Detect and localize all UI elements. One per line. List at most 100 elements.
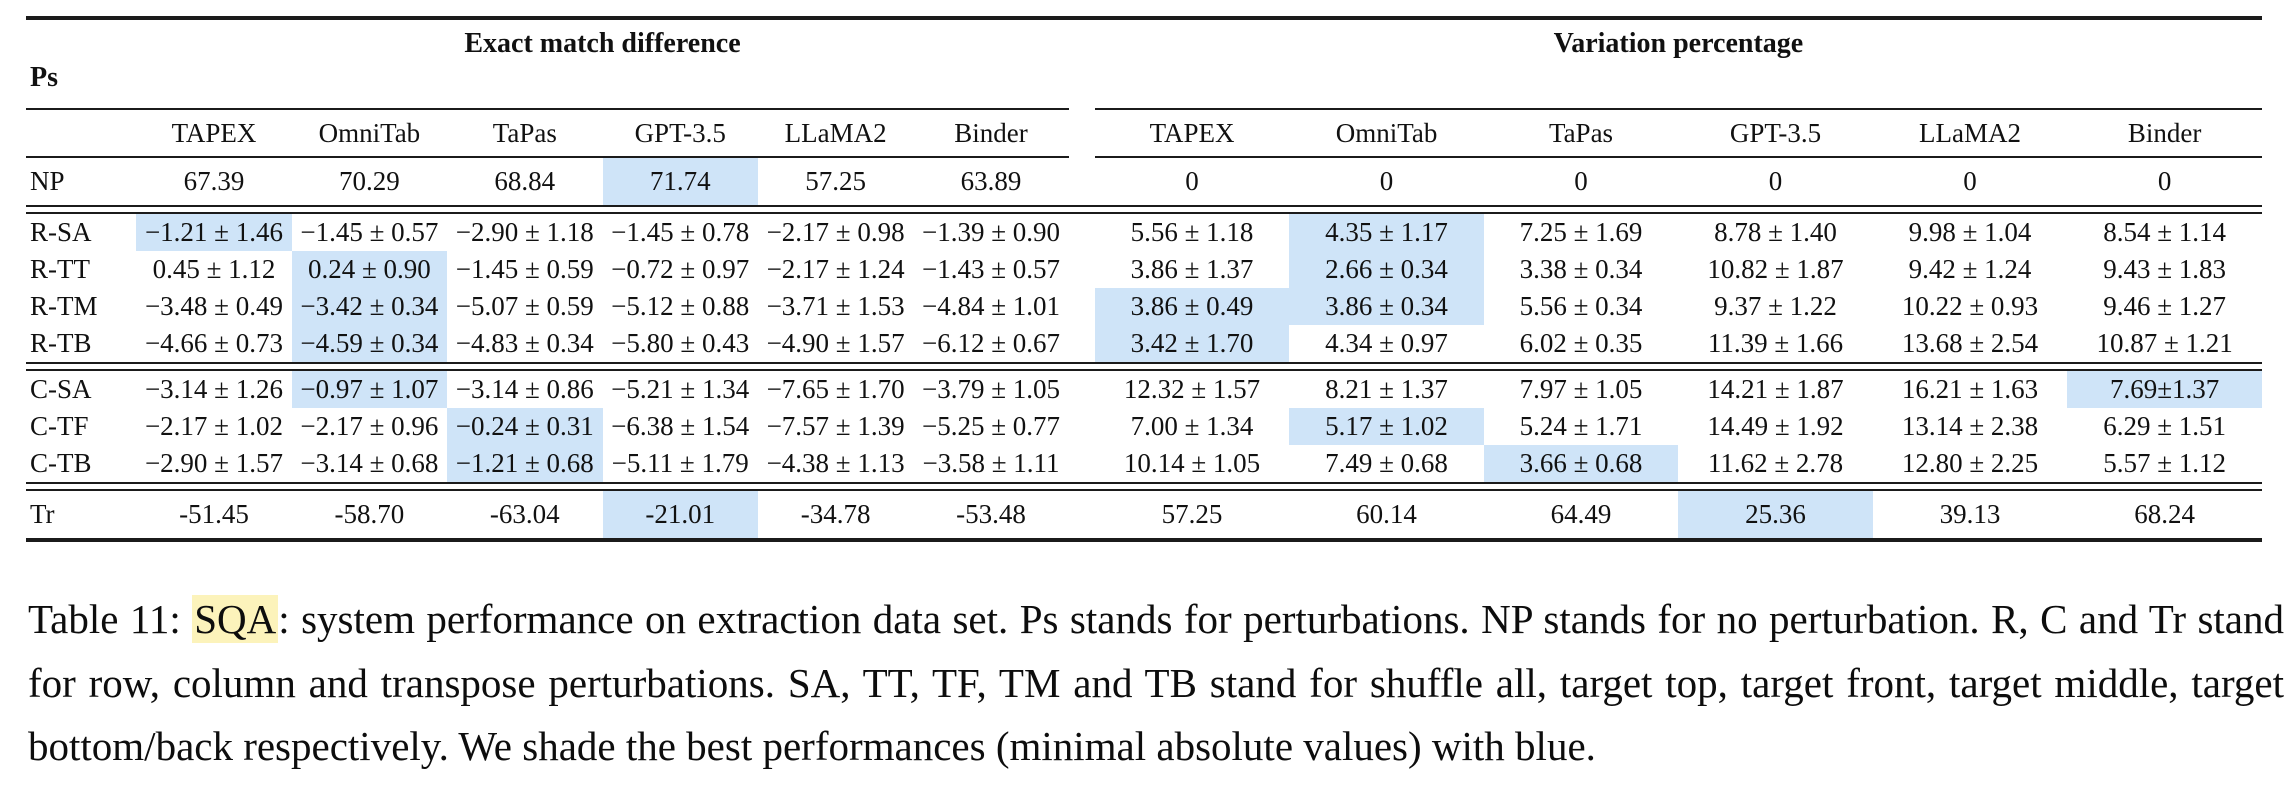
vp-cell-Tr-LLaMA2: 39.13 xyxy=(1939,499,2001,529)
column-header-emd-Binder: Binder xyxy=(913,109,1069,158)
column-gap xyxy=(1069,157,1095,206)
caption-body: : system performance on extraction data … xyxy=(28,596,2285,770)
table-caption: Table 11: SQA: system performance on ext… xyxy=(26,588,2286,779)
emd-cell-C-SA-Binder: −3.79 ± 1.05 xyxy=(921,374,1061,404)
emd-cell-R-TT-LLaMA2: −2.17 ± 1.24 xyxy=(766,254,905,284)
vp-cell-C-TF-Binder: 6.29 ± 1.51 xyxy=(2103,411,2227,441)
emd-cell-C-TB-Binder: −3.58 ± 1.11 xyxy=(922,448,1060,478)
emd-cell-R-TB-TaPas: −4.83 ± 0.34 xyxy=(455,328,594,358)
emd-cell-NP-GPT-3.5: 71.74 xyxy=(602,157,758,206)
section-divider-line xyxy=(26,362,2262,371)
vp-cell-C-TB-TAPEX: 10.14 ± 1.05 xyxy=(1123,448,1261,478)
group-header-row: Ps Exact match difference Variation perc… xyxy=(26,18,2262,110)
emd-cell-R-TM-TAPEX: −3.48 ± 0.49 xyxy=(144,291,283,321)
column-header-emd-LLaMA2: LLaMA2 xyxy=(757,109,914,158)
emd-cell-C-TF-TAPEX: −2.17 ± 1.02 xyxy=(144,411,283,441)
emd-cell-R-SA-GPT-3.5: −1.45 ± 0.78 xyxy=(611,217,750,247)
vp-cell-C-TF-GPT-3.5: 14.49 ± 1.92 xyxy=(1707,411,1844,441)
emd-cell-Tr-OmniTab: -58.70 xyxy=(334,499,405,529)
table-row-NP: NP 67.39 70.29 68.84 71.74 57.25 63.89 0 0 0 0 0 0 xyxy=(26,157,2262,206)
caption-prefix: Table 11: xyxy=(28,596,193,642)
column-gap xyxy=(1069,213,1095,251)
emd-cell-C-TB-LLaMA2: −4.38 ± 1.13 xyxy=(766,448,905,478)
emd-cell-R-TT-OmniTab: 0.24 ± 0.90 xyxy=(291,251,448,288)
table-row-C-TF: C-TF −2.17 ± 1.02 −2.17 ± 0.96 −0.24 ± 0.31… xyxy=(26,408,2262,445)
emd-cell-R-TM-Binder: −4.84 ± 1.01 xyxy=(921,291,1061,321)
vp-cell-R-TT-OmniTab: 2.66 ± 0.34 xyxy=(1289,251,1484,288)
column-header-vp-LLaMA2: LLaMA2 xyxy=(1872,109,2068,158)
vp-cell-C-SA-TaPas: 7.97 ± 1.05 xyxy=(1519,374,1643,404)
vp-cell-R-SA-TaPas: 7.25 ± 1.69 xyxy=(1519,217,1643,247)
systems-header-row: TAPEX OmniTab TaPas GPT-3.5 LLaMA2 Binder TAPE… xyxy=(26,109,2262,158)
results-table: Ps Exact match difference Variation perc… xyxy=(26,16,2262,542)
column-header-vp-TAPEX: TAPEX xyxy=(1094,109,1290,158)
ps-header: Ps xyxy=(26,18,137,110)
emd-cell-Tr-TaPas: -63.04 xyxy=(489,499,560,529)
column-header-vp-GPT-3.5: GPT-3.5 xyxy=(1678,109,1873,158)
table-row-R-SA: R-SA −1.21 ± 1.46 −1.45 ± 0.57 −2.90 ± 1.18… xyxy=(26,213,2262,251)
column-gap xyxy=(1069,325,1095,363)
emd-cell-C-SA-TaPas: −3.14 ± 0.86 xyxy=(455,374,594,404)
emd-cell-R-TT-Binder: −1.43 ± 0.57 xyxy=(921,254,1061,284)
vp-cell-C-SA-Binder: 7.69±1.37 xyxy=(2067,370,2262,408)
emd-cell-C-SA-OmniTab: −0.97 ± 1.07 xyxy=(291,370,448,408)
emd-cell-R-TB-Binder: −6.12 ± 0.67 xyxy=(921,328,1061,358)
section-divider-line xyxy=(26,482,2262,491)
vp-cell-R-SA-Binder: 8.54 ± 1.14 xyxy=(2103,217,2227,247)
emd-cell-C-TB-GPT-3.5: −5.11 ± 1.79 xyxy=(611,448,749,478)
emd-cell-NP-LLaMA2: 57.25 xyxy=(805,166,866,196)
vp-cell-R-TT-Binder: 9.43 ± 1.83 xyxy=(2103,254,2227,284)
vp-cell-NP-TAPEX: 0 xyxy=(1185,166,1199,196)
vp-cell-C-TB-OmniTab: 7.49 ± 0.68 xyxy=(1325,448,1448,478)
table-row-R-TB: R-TB −4.66 ± 0.73 −4.59 ± 0.34 −4.83 ± 0.34… xyxy=(26,325,2262,363)
emd-cell-C-SA-LLaMA2: −7.65 ± 1.70 xyxy=(766,374,905,404)
systems-row-stub xyxy=(26,109,137,158)
emd-cell-R-TM-TaPas: −5.07 ± 0.59 xyxy=(455,291,594,321)
emd-cell-R-TB-LLaMA2: −4.90 ± 1.57 xyxy=(766,328,905,358)
emd-cell-R-TT-TaPas: −1.45 ± 0.59 xyxy=(455,254,594,284)
emd-cell-C-TF-GPT-3.5: −6.38 ± 1.54 xyxy=(611,411,750,441)
vp-cell-C-TF-TAPEX: 7.00 ± 1.34 xyxy=(1130,411,1254,441)
row-label: NP xyxy=(30,166,65,196)
column-header-emd-OmniTab: OmniTab xyxy=(291,109,448,158)
row-label: R-TB xyxy=(30,328,92,358)
emd-cell-Tr-LLaMA2: -34.78 xyxy=(800,499,871,529)
vp-cell-C-SA-TAPEX: 12.32 ± 1.57 xyxy=(1123,374,1261,404)
column-header-vp-OmniTab: OmniTab xyxy=(1289,109,1484,158)
emd-cell-C-TB-TaPas: −1.21 ± 0.68 xyxy=(447,445,603,483)
vp-cell-Tr-GPT-3.5: 25.36 xyxy=(1678,490,1873,540)
vp-cell-R-TM-TaPas: 5.56 ± 0.34 xyxy=(1519,291,1643,321)
vp-cell-Tr-Binder: 68.24 xyxy=(2134,499,2196,529)
vp-cell-C-TF-LLaMA2: 13.14 ± 2.38 xyxy=(1901,411,2039,441)
column-header-emd-GPT-3.5: GPT-3.5 xyxy=(602,109,758,158)
emd-cell-R-TM-LLaMA2: −3.71 ± 1.53 xyxy=(766,291,905,321)
vp-cell-C-TB-GPT-3.5: 11.62 ± 2.78 xyxy=(1707,448,1844,478)
emd-cell-NP-OmniTab: 70.29 xyxy=(339,166,400,196)
column-header-vp-TaPas: TaPas xyxy=(1483,109,1679,158)
vp-cell-Tr-TaPas: 64.49 xyxy=(1550,499,1612,529)
vp-cell-R-TB-TaPas: 6.02 ± 0.35 xyxy=(1519,328,1643,358)
vp-cell-R-TB-LLaMA2: 13.68 ± 2.54 xyxy=(1901,328,2039,358)
vp-cell-C-TB-TaPas: 3.66 ± 0.68 xyxy=(1483,445,1679,483)
column-gap xyxy=(1069,288,1095,325)
vp-cell-R-TM-OmniTab: 3.86 ± 0.34 xyxy=(1289,288,1484,325)
emd-cell-R-TT-GPT-3.5: −0.72 ± 0.97 xyxy=(611,254,750,284)
row-label: R-TM xyxy=(30,291,98,321)
vp-cell-R-SA-GPT-3.5: 8.78 ± 1.40 xyxy=(1714,217,1837,247)
vp-cell-C-SA-OmniTab: 8.21 ± 1.37 xyxy=(1325,374,1448,404)
vp-cell-R-TB-Binder: 10.87 ± 1.21 xyxy=(2096,328,2233,358)
emd-cell-R-SA-TaPas: −2.90 ± 1.18 xyxy=(455,217,594,247)
vp-cell-R-TM-TAPEX: 3.86 ± 0.49 xyxy=(1094,288,1290,325)
vp-cell-R-TB-TAPEX: 3.42 ± 1.70 xyxy=(1094,325,1290,363)
row-label: Tr xyxy=(30,499,55,529)
vp-cell-R-TM-Binder: 9.46 ± 1.27 xyxy=(2103,291,2227,321)
vp-cell-R-TM-GPT-3.5: 9.37 ± 1.22 xyxy=(1714,291,1837,321)
section-divider xyxy=(26,482,2262,491)
group-header-variation: Variation percentage xyxy=(1094,18,2262,110)
emd-cell-R-TM-GPT-3.5: −5.12 ± 0.88 xyxy=(611,291,750,321)
emd-cell-R-TT-TAPEX: 0.45 ± 1.12 xyxy=(152,254,276,284)
vp-cell-NP-TaPas: 0 xyxy=(1574,166,1588,196)
emd-cell-R-SA-LLaMA2: −2.17 ± 0.98 xyxy=(766,217,905,247)
emd-cell-C-SA-TAPEX: −3.14 ± 1.26 xyxy=(144,374,283,404)
table-row-C-SA: C-SA −3.14 ± 1.26 −0.97 ± 1.07 −3.14 ± 0.86… xyxy=(26,370,2262,408)
